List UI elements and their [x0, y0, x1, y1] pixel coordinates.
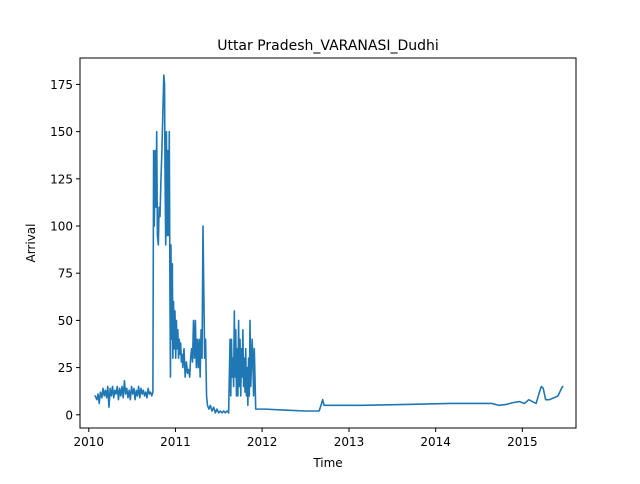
x-tick-label: 2014 [420, 435, 451, 449]
x-tick-label: 2013 [334, 435, 365, 449]
x-axis: 2010 2011 2012 2013 2014 2015 [74, 428, 538, 449]
y-tick-label: 50 [58, 314, 73, 328]
axes-frame [79, 57, 577, 429]
y-tick-label: 150 [50, 125, 73, 139]
plot-area [79, 57, 577, 429]
x-tick-label: 2015 [507, 435, 538, 449]
y-axis-label: Arrival [24, 224, 38, 263]
axes-background [80, 58, 576, 428]
x-axis-label: Time [312, 456, 342, 470]
chart-title: Uttar Pradesh_VARANASI_Dudhi [217, 38, 439, 54]
y-tick-label: 100 [50, 220, 73, 234]
y-tick-label: 125 [50, 172, 73, 186]
x-tick-label: 2012 [247, 435, 278, 449]
y-axis: 0 25 50 75 100 125 150 175 [50, 78, 80, 422]
series-layer [94, 74, 564, 414]
y-tick-label: 25 [58, 361, 73, 375]
y-tick-label: 175 [50, 78, 73, 92]
series-line-0 [94, 74, 564, 414]
y-tick-label: 0 [65, 408, 73, 422]
x-tick-label: 2010 [74, 435, 105, 449]
x-tick-label: 2011 [160, 435, 191, 449]
y-tick-label: 75 [58, 267, 73, 281]
